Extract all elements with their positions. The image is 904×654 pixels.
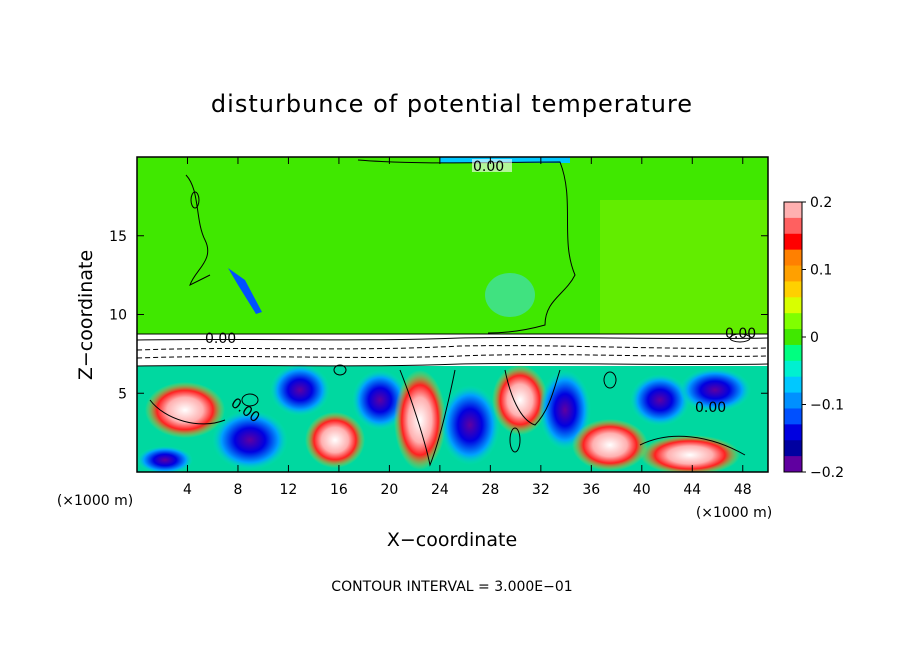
cell	[352, 370, 408, 430]
colorbar-tick-label: −0.1	[810, 398, 844, 414]
x-tick-label: 36	[582, 482, 600, 498]
colorbar-swatch	[784, 249, 802, 267]
colorbar-tick-label: 0	[810, 330, 819, 346]
cell	[630, 374, 690, 426]
x-axis-label: X−coordinate	[387, 529, 517, 551]
cell	[137, 446, 193, 472]
cell	[640, 435, 740, 472]
x-tick-label: 4	[183, 482, 192, 498]
x-unit-right: (×1000 m)	[696, 505, 772, 521]
colorbar-tick-label: −0.2	[810, 465, 844, 481]
contour-label: 0.00	[473, 159, 504, 175]
x-tick-label: 40	[633, 482, 651, 498]
colorbar-swatch	[784, 344, 802, 362]
x-tick-label: 28	[481, 482, 499, 498]
colorbar-swatch	[784, 297, 802, 314]
colorbar-tick-label: 0.2	[810, 195, 832, 211]
y-tick-label: 5	[118, 386, 127, 402]
x-axis: 4 8 12 16 20 24 28 32 36 40 44 48	[183, 157, 752, 498]
contour-label: 0.00	[205, 331, 236, 347]
colorbar-swatch	[784, 392, 802, 409]
contour-label: 0.00	[695, 400, 726, 416]
colorbar	[783, 201, 803, 473]
cell	[572, 419, 648, 471]
y-axis: 5 10 15	[109, 229, 768, 402]
colorbar-swatch	[784, 360, 802, 378]
colorbar-swatch	[784, 202, 802, 219]
cell	[679, 368, 751, 412]
contour-label-group: 0.00 0.00 0.00 0.00 0.00	[205, 159, 756, 426]
contour-interval: CONTOUR INTERVAL = 3.000E−01	[331, 579, 572, 595]
x-tick-label: 32	[532, 482, 550, 498]
x-tick-label: 48	[734, 482, 752, 498]
chart-title: disturbunce of potential temperature	[211, 90, 693, 118]
cell	[492, 365, 548, 435]
cell	[145, 382, 225, 438]
upper-right-shade	[600, 200, 768, 337]
x-tick-label: 8	[233, 482, 242, 498]
colorbar-swatch	[784, 424, 802, 441]
colorbar-swatch	[784, 408, 802, 425]
colorbar-tick-label: 0.1	[810, 263, 832, 279]
colorbar-swatch	[784, 456, 802, 473]
x-tick-label: 44	[683, 482, 701, 498]
colorbar-swatch	[784, 265, 802, 282]
x-tick-label: 24	[431, 482, 449, 498]
x-tick-label: 12	[280, 482, 298, 498]
x-tick-label: 20	[380, 482, 398, 498]
colorbar-swatch	[784, 217, 802, 235]
x-tick-label: 16	[330, 482, 348, 498]
heatmap-field: 0.00 0.00 0.00 0.00 0.00	[137, 157, 768, 472]
contour-lines	[137, 159, 768, 467]
cell	[440, 385, 500, 465]
colorbar-swatch	[784, 281, 802, 298]
cell	[394, 370, 446, 470]
colorbar-swatch	[784, 313, 802, 330]
upper-blue-streak	[228, 268, 262, 314]
y-tick-label: 15	[109, 229, 127, 245]
colorbar-ticks: 0.2 0.1 0 −0.1 −0.2	[802, 195, 844, 481]
cell	[270, 364, 330, 416]
x-unit-left: (×1000 m)	[57, 493, 133, 509]
colorbar-swatch	[784, 376, 802, 394]
cell	[539, 370, 591, 450]
contour-label: 0.00	[725, 326, 756, 342]
y-axis-label: Z−coordinate	[75, 250, 97, 380]
colorbar-swatch	[784, 233, 802, 251]
cell	[305, 412, 365, 468]
upper-cyan-patch	[485, 273, 535, 317]
colorbar-swatch	[784, 329, 802, 346]
y-tick-label: 10	[109, 308, 127, 324]
colorbar-swatch	[784, 440, 802, 457]
cell	[212, 410, 288, 470]
